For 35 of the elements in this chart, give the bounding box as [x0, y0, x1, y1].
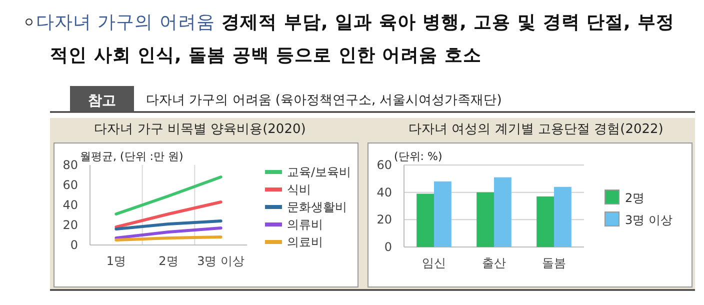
legend-label: 의료비	[287, 235, 323, 249]
legend-label: 교육/보육비	[287, 165, 352, 179]
x-tick-label: 2명	[158, 254, 178, 268]
bar	[536, 196, 554, 247]
bar	[554, 186, 572, 247]
y-tick-label: 80	[62, 158, 78, 172]
y-axis-title: 월평균, (단위 :만 원)	[80, 150, 184, 163]
legend-label: 식비	[287, 182, 311, 196]
x-tick-label: 3명 이상	[197, 254, 245, 268]
y-tick-label: 40	[62, 198, 78, 212]
y-tick-label: 0	[70, 238, 78, 252]
bar	[434, 181, 452, 247]
y-tick-label: 20	[376, 212, 392, 227]
bar	[416, 194, 434, 247]
y-tick-label: 40	[376, 185, 392, 200]
legend-label: 문화생활비	[287, 200, 347, 214]
bar	[494, 177, 512, 247]
text: 다자녀 가구의 어려움	[36, 12, 215, 33]
x-tick-label: 출산	[482, 256, 506, 270]
x-tick-label: 1명	[106, 254, 126, 268]
legend-label: 3명 이상	[625, 213, 672, 227]
legend-label: 의류비	[287, 218, 323, 232]
bar	[476, 192, 494, 247]
text: 다자녀 가구의 어려움 (육아정책연구소, 서울시여성가족재단)	[146, 93, 502, 108]
y-tick-label: 0	[384, 240, 392, 254]
x-tick-label: 임신	[422, 256, 446, 270]
y-tick-label: 20	[62, 218, 78, 232]
text: 참고	[88, 93, 116, 109]
y-tick-label: 60	[376, 158, 392, 172]
chart-title: 다자녀 여성의 계기별 고용단절 경험(2022)	[408, 122, 664, 137]
legend-label: 2명	[625, 191, 645, 205]
y-axis-title: (단위: %)	[394, 150, 442, 163]
y-tick-label: 60	[62, 178, 78, 192]
x-tick-label: 돌봄	[542, 256, 566, 270]
chart-title: 다자녀 가구 비목별 양육비용(2020)	[94, 122, 306, 137]
